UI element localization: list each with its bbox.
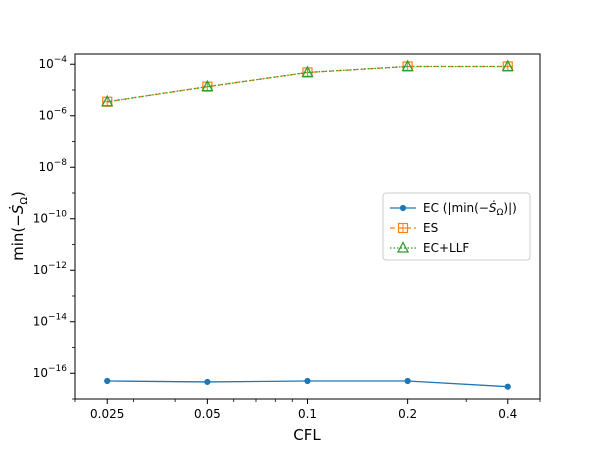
data-point-2-3 [401,59,414,72]
y-tick-label: 10−4 [38,55,67,71]
y-tick-label: 10−10 [33,210,68,226]
data-point-0-1 [204,378,211,386]
legend-marker-2 [396,241,410,253]
legend-box [382,192,531,261]
y-tick-label: 10−12 [33,261,67,277]
x-tick-label: 0.05 [194,407,221,421]
legend-label-0: EC (|min(−ṠΩ)|) [423,199,517,218]
x-tick-label: 0.025 [90,407,124,421]
y-tick-label: 10−16 [33,364,68,380]
legend-label-2: EC+LLF [423,241,469,255]
axes-layer: 10−16 10−14 10−12 10−10 10−8 10−6 10−4 0.025 0.0… [33,53,541,421]
y-tick-label: 10−6 [38,107,67,123]
series-layer [101,59,514,390]
data-point-0-0 [104,377,111,385]
y-axis-label: min(−ṠΩ) [8,191,30,261]
data-point-2-4 [501,59,514,72]
legend: EC (|min(−ṠΩ)|) ES EC+LLF [382,192,531,261]
x-axis-label: CFL [293,426,321,444]
data-point-0-4 [504,383,511,390]
data-point-0-2 [304,377,311,385]
y-tick-label: 10−8 [38,158,67,174]
data-point-2-1 [201,79,214,92]
x-tick-label: 0.1 [298,407,317,421]
data-point-2-0 [101,94,114,107]
data-point-0-3 [404,377,411,385]
axes-frame [74,53,541,400]
x-tick-label: 0.2 [398,407,417,421]
x-tick-label: 0.4 [498,407,517,421]
data-point-2-2 [301,65,314,78]
series-line-2 [107,65,508,103]
series-2 [101,59,514,107]
legend-label-1: ES [423,221,438,235]
y-tick-label: 10−14 [33,313,68,329]
series-0 [104,377,511,390]
legend-marker-0 [399,204,407,212]
